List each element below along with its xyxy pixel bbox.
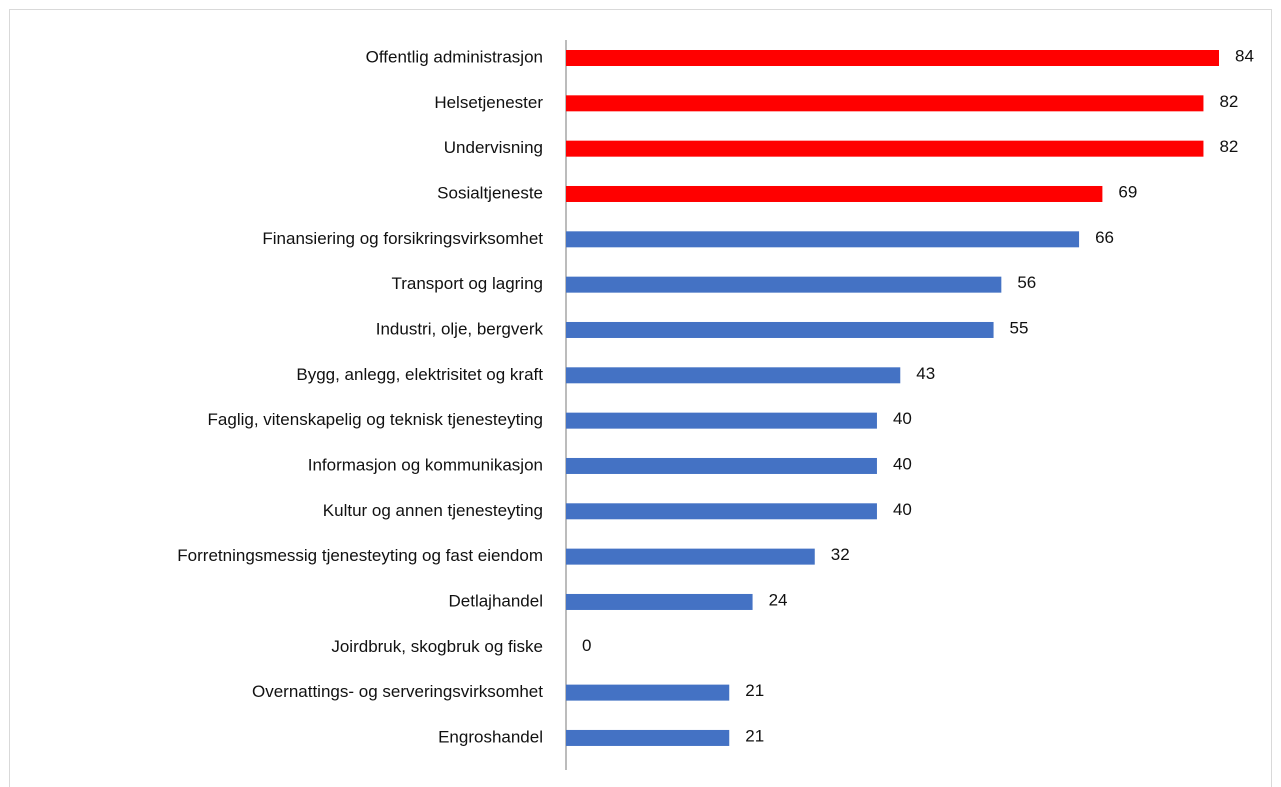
data-label: 40	[893, 500, 912, 519]
y-tick-label: Detlajhandel	[448, 591, 543, 610]
data-label: 21	[745, 726, 764, 745]
y-tick-label: Informasjon og kommunikasjon	[308, 455, 543, 474]
data-label: 40	[893, 454, 912, 473]
data-label: 0	[582, 636, 591, 655]
y-tick-label: Faglig, vitenskapelig og teknisk tjenest…	[208, 410, 543, 429]
bar	[566, 457, 877, 474]
data-label: 82	[1219, 92, 1238, 111]
bar	[566, 367, 901, 384]
data-label: 84	[1235, 46, 1254, 65]
y-tick-label: Undervisning	[444, 138, 543, 157]
data-label: 40	[893, 409, 912, 428]
bar	[566, 593, 753, 610]
y-tick-label: Kultur og annen tjenesteyting	[323, 501, 543, 520]
y-tick-label: Helsetjenester	[434, 93, 543, 112]
y-tick-label: Sosialtjeneste	[437, 183, 543, 202]
data-label: 56	[1017, 273, 1036, 292]
bar	[566, 231, 1080, 248]
y-tick-label: Bygg, anlegg, elektrisitet og kraft	[296, 365, 543, 384]
y-tick-label: Joirdbruk, skogbruk og fiske	[331, 637, 543, 656]
y-tick-label: Finansiering og forsikringsvirksomhet	[262, 229, 543, 248]
data-label: 69	[1118, 182, 1137, 201]
bar	[566, 276, 1002, 293]
bar	[566, 503, 877, 520]
y-tick-label: Transport og lagring	[391, 274, 543, 293]
bar	[566, 140, 1204, 157]
bar	[566, 95, 1204, 112]
data-label: 55	[1010, 318, 1029, 337]
data-label: 24	[769, 590, 788, 609]
y-tick-label: Forretningsmessig tjenesteyting og fast …	[177, 546, 543, 565]
chart-frame	[9, 9, 1272, 787]
bar	[566, 321, 994, 338]
bar	[566, 412, 877, 429]
y-tick-label: Engroshandel	[438, 727, 543, 746]
data-label: 21	[745, 681, 764, 700]
data-label: 66	[1095, 228, 1114, 247]
bar	[566, 729, 730, 746]
y-tick-label: Offentlig administrasjon	[366, 47, 543, 66]
bar	[566, 684, 730, 701]
data-label: 32	[831, 545, 850, 564]
bar	[566, 185, 1103, 202]
bar	[566, 548, 815, 565]
bar	[566, 50, 1219, 66]
data-label: 43	[916, 364, 935, 383]
y-tick-label: Industri, olje, bergverk	[376, 319, 544, 338]
y-tick-label: Overnattings- og serveringsvirksomhet	[252, 682, 543, 701]
data-label: 82	[1219, 137, 1238, 156]
